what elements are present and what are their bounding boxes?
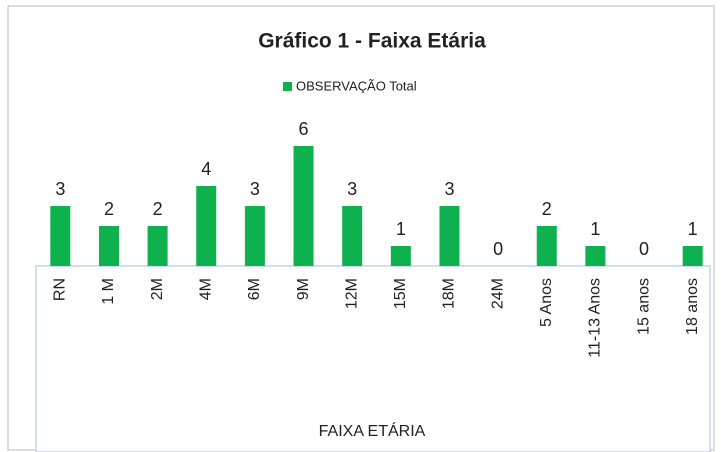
data-label: 2 [542, 199, 552, 219]
x-tick-label: 12M [343, 278, 360, 309]
bar [390, 246, 411, 266]
x-tick-label: 9M [295, 278, 312, 300]
bar [50, 206, 71, 266]
x-axis-title: FAIXA ETÁRIA [319, 421, 426, 440]
data-label: 4 [201, 159, 211, 179]
bar [439, 206, 460, 266]
data-label: 1 [396, 219, 406, 239]
data-label: 1 [590, 219, 600, 239]
data-label: 1 [688, 219, 698, 239]
x-tick-label: 4M [197, 278, 214, 300]
bar [585, 246, 606, 266]
data-label: 2 [153, 199, 163, 219]
data-label: 0 [493, 239, 503, 259]
x-tick-label: 2M [149, 278, 166, 300]
bar [682, 246, 703, 266]
bar [244, 206, 265, 266]
chart-title: Gráfico 1 - Faixa Etária [258, 30, 486, 53]
data-label: 0 [639, 239, 649, 259]
data-label: 3 [55, 179, 65, 199]
axis-area [35, 265, 711, 452]
data-label: 2 [104, 199, 114, 219]
x-tick-label: 15 anos [635, 278, 652, 335]
x-tick-label: 6M [246, 278, 263, 300]
bar [147, 226, 168, 266]
legend-label: OBSERVAÇÃO Total [296, 78, 417, 93]
x-tick-label: 24M [489, 278, 506, 309]
x-tick-label: 15M [392, 278, 409, 309]
x-tick-label: 11-13 Anos [587, 278, 604, 358]
data-label: 3 [347, 179, 357, 199]
x-tick-label: 18M [441, 278, 458, 309]
data-label: 6 [299, 119, 309, 139]
legend-key [283, 82, 292, 91]
x-tick-label: RN [52, 278, 69, 301]
x-tick-label: 5 Anos [538, 278, 555, 327]
data-label: 3 [250, 179, 260, 199]
bar [293, 146, 314, 266]
bar [536, 226, 557, 266]
bar [196, 186, 217, 266]
x-tick-label: 1 M [100, 278, 117, 305]
bar [98, 226, 119, 266]
data-label: 3 [444, 179, 454, 199]
x-tick-label: 18 anos [684, 278, 701, 335]
bar [342, 206, 363, 266]
